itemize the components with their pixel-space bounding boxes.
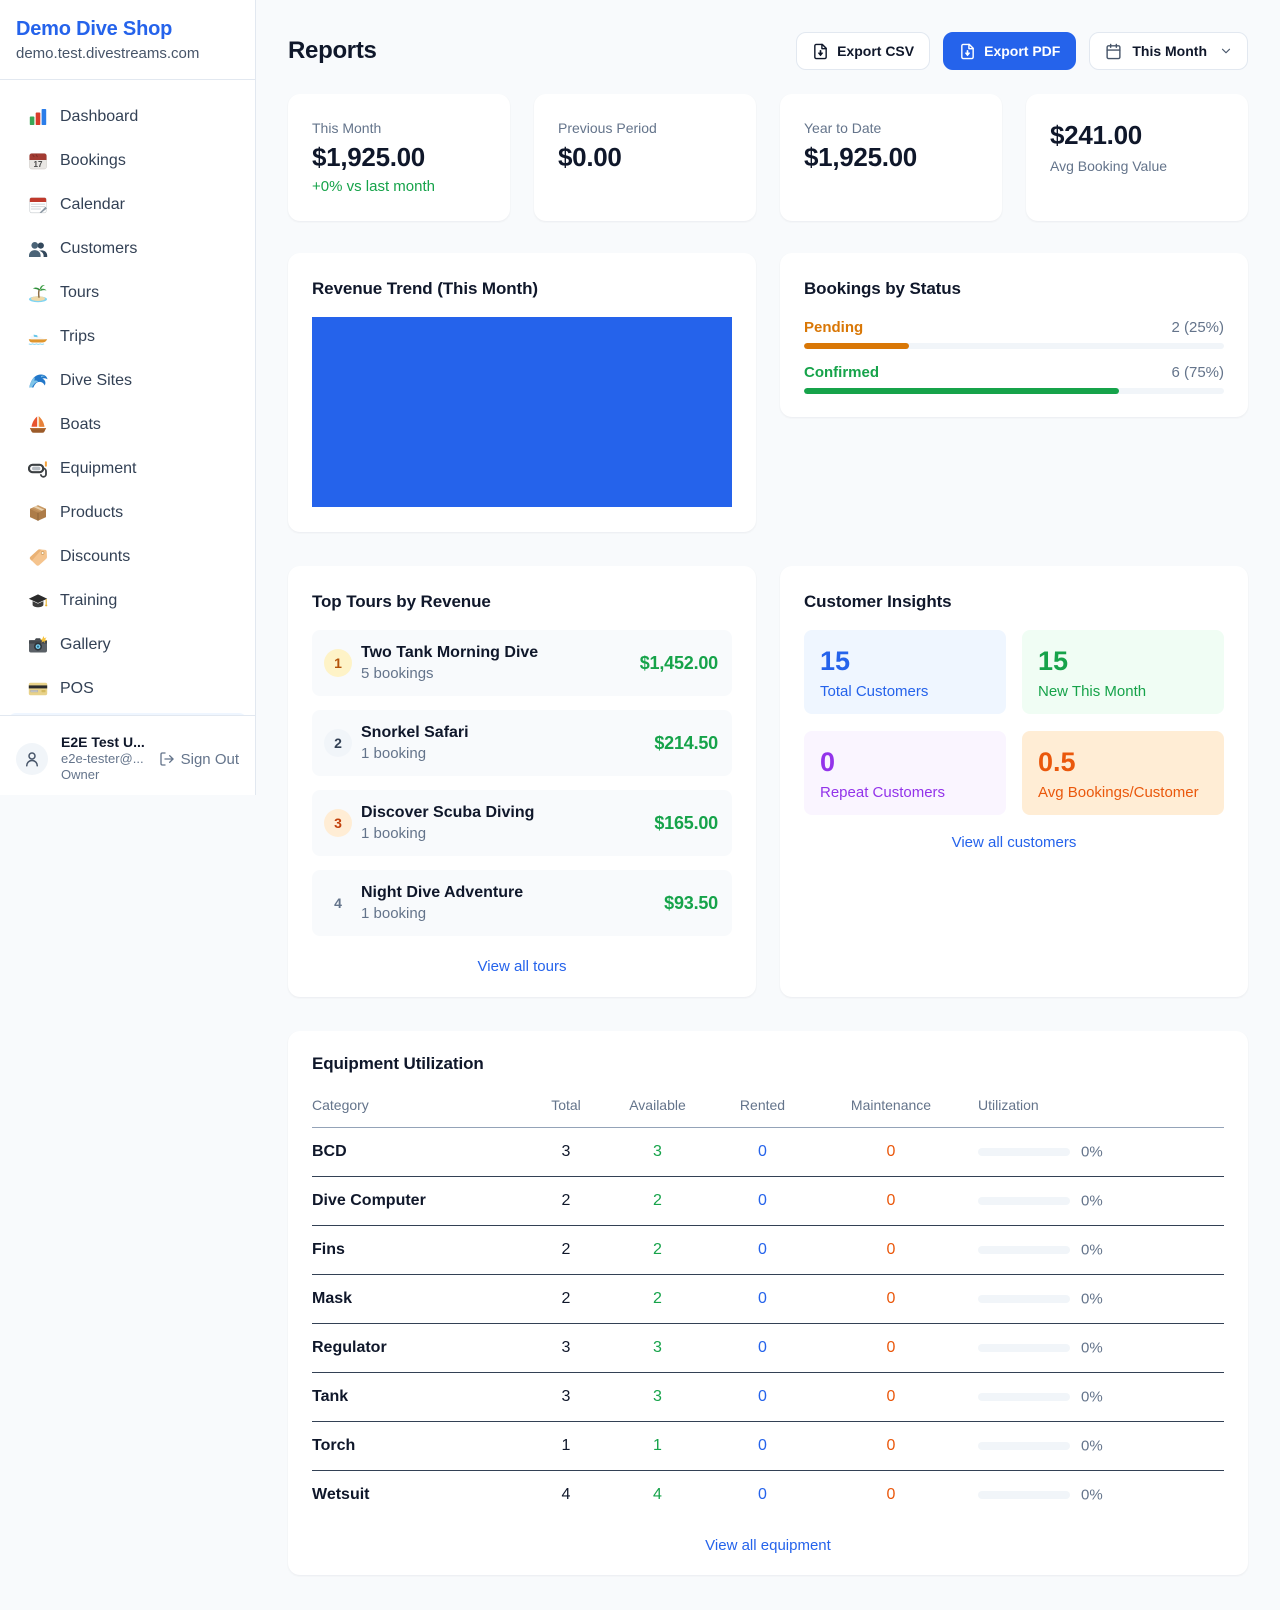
svg-text:17: 17 xyxy=(34,160,43,169)
